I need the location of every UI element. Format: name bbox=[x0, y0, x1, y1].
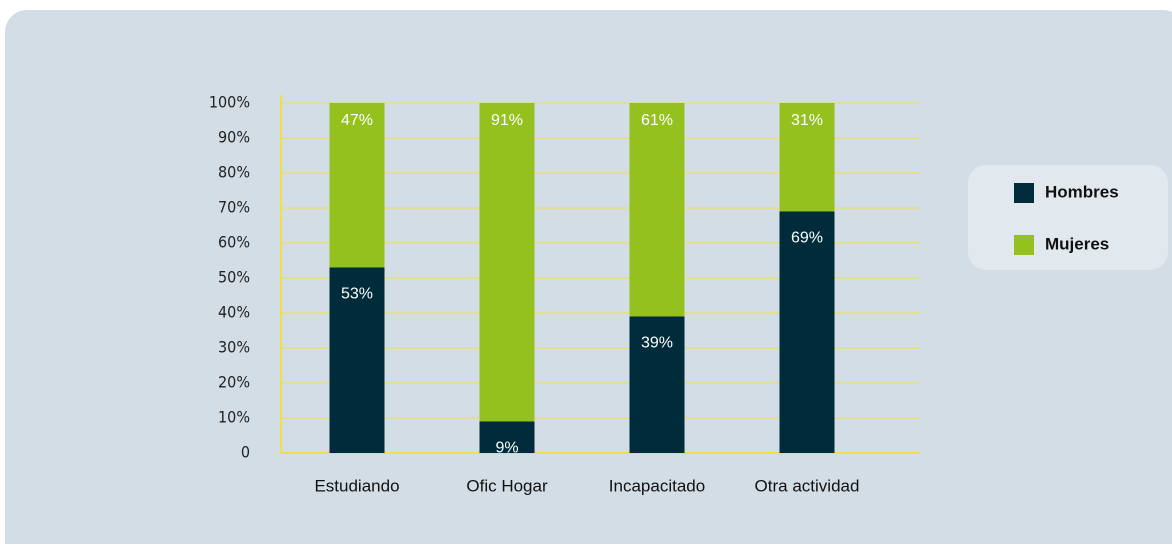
y-tick-label: 70% bbox=[218, 198, 250, 217]
y-tick-label: 80% bbox=[218, 163, 250, 182]
legend-box bbox=[968, 165, 1168, 270]
x-tick-label: Estudiando bbox=[314, 476, 399, 495]
y-tick-label: 20% bbox=[218, 373, 250, 392]
y-tick-label: 30% bbox=[218, 338, 250, 357]
value-label: 9% bbox=[495, 440, 518, 457]
value-label: 39% bbox=[641, 335, 673, 352]
legend-label: Hombres bbox=[1045, 182, 1119, 201]
value-label: 61% bbox=[641, 112, 673, 129]
y-tick-label: 40% bbox=[218, 303, 250, 322]
value-label: 31% bbox=[791, 112, 823, 129]
bar-segment bbox=[629, 316, 685, 453]
y-tick-label: 100% bbox=[209, 93, 250, 112]
x-tick-label: Ofic Hogar bbox=[466, 476, 548, 495]
y-tick-label: 60% bbox=[218, 233, 250, 252]
bar-segment bbox=[329, 103, 385, 268]
legend-label: Mujeres bbox=[1045, 234, 1109, 253]
bar-segment bbox=[329, 267, 385, 453]
bar-segment bbox=[479, 421, 535, 453]
value-label: 47% bbox=[341, 112, 373, 129]
y-tick-label: 0 bbox=[241, 443, 250, 462]
x-tick-label: Incapacitado bbox=[609, 476, 705, 495]
legend-swatch bbox=[1014, 235, 1034, 255]
bar-segment bbox=[629, 103, 685, 317]
bar-segment bbox=[479, 103, 535, 422]
bar-segment bbox=[779, 211, 835, 453]
bar-segment bbox=[779, 103, 835, 212]
value-label: 91% bbox=[491, 112, 523, 129]
card bbox=[5, 10, 1172, 549]
y-tick-label: 90% bbox=[218, 128, 250, 147]
value-label: 69% bbox=[791, 230, 823, 247]
y-tick-label: 10% bbox=[218, 408, 250, 427]
legend-swatch bbox=[1014, 183, 1034, 203]
value-label: 53% bbox=[341, 286, 373, 303]
x-tick-label: Otra actividad bbox=[755, 476, 860, 495]
y-tick-label: 50% bbox=[218, 268, 250, 287]
